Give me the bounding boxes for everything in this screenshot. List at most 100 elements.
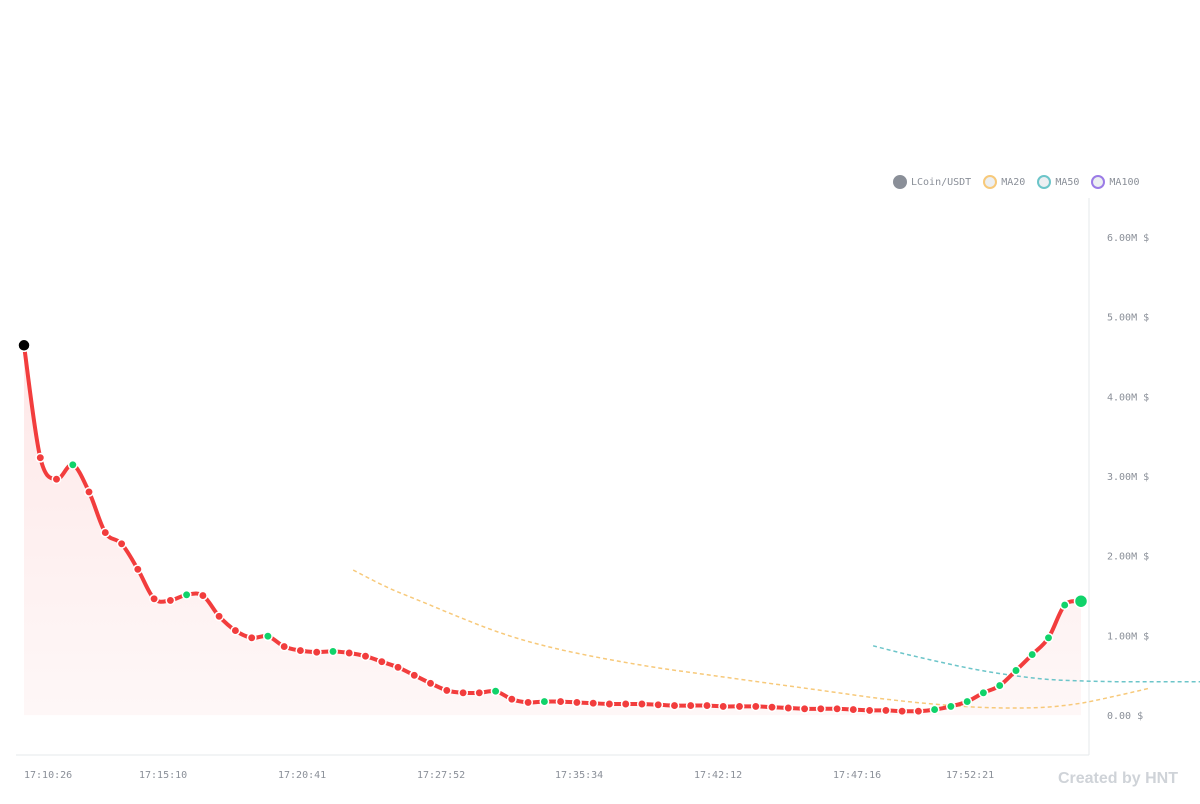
data-point [67,459,78,470]
x-tick-label: 17:42:12 [694,770,742,781]
data-point [767,702,777,713]
data-point [197,590,208,601]
legend-ma50-marker [1037,175,1052,189]
legend-ma100-marker [1091,175,1106,189]
x-tick-label: 17:52:21 [946,770,994,781]
data-point [132,564,143,575]
data-point [149,593,160,604]
x-tick-label: 17:47:16 [833,770,881,781]
data-point [978,687,989,698]
data-point [604,699,615,709]
legend-lcoin-label: LCoin/USDT [911,176,972,188]
chart-legend: LCoin/USDT MA20 MA50 MA100 [893,172,1140,192]
legend-lcoin-marker [893,175,907,189]
x-tick-label: 17:27:52 [417,770,465,781]
data-point [653,699,664,710]
data-point [1043,632,1054,643]
legend-ma20-label: MA20 [1001,176,1026,188]
legend-ma100-label: MA100 [1109,176,1140,188]
data-point [994,680,1005,691]
data-point [685,700,696,711]
price-area [24,345,1081,716]
x-tick-label: 17:35:34 [555,770,603,781]
data-point [848,704,859,715]
y-tick-label: 1.00M $ [1107,631,1149,642]
data-point [718,701,729,712]
data-point [181,589,192,600]
y-tick-label: 2.00M $ [1107,552,1149,563]
data-point [815,703,826,714]
data-point [84,486,94,497]
legend-item-lcoin[interactable]: LCoin/USDT [893,175,971,189]
legend-ma50-label: MA50 [1055,176,1080,188]
data-point [441,685,452,696]
y-tick-label: 3.00M $ [1107,472,1149,483]
data-point [214,611,225,622]
data-point [929,704,940,715]
data-point [962,696,973,707]
data-point [880,705,891,716]
data-point [864,705,875,716]
y-tick-label: 0.00 $ [1107,711,1143,722]
x-tick-label: 17:10:26 [24,770,72,781]
data-point [328,646,338,657]
data-point [620,699,631,709]
series-line-ma20 [352,569,1151,709]
legend-item-ma100[interactable]: MA100 [1091,175,1140,189]
data-point [279,641,290,652]
data-point-last [1073,593,1089,609]
legend-item-ma50[interactable]: MA50 [1037,175,1079,189]
data-point [246,632,257,643]
data-point [734,701,745,712]
data-point [165,595,176,606]
legend-ma20-marker [983,175,998,189]
data-point [539,696,550,707]
data-point [116,538,127,549]
data-point [490,686,501,697]
data-point [799,703,810,714]
data-point [669,700,680,711]
data-point [409,670,420,681]
data-point [1011,665,1021,676]
y-tick-label: 6.00M $ [1107,233,1149,244]
data-point [360,651,371,662]
data-point [702,700,712,711]
data-point [344,648,355,658]
series-line-ma50 [872,645,1200,683]
data-point [1027,649,1038,660]
data-point [230,625,241,636]
data-point [295,645,306,656]
legend-item-ma20[interactable]: MA20 [983,175,1025,189]
data-point [750,701,761,712]
data-point [897,706,908,717]
data-point [262,631,273,642]
data-point [555,696,566,707]
data-point [474,687,485,698]
data-point [945,701,956,712]
data-point [311,647,322,658]
data-point [506,694,517,705]
data-point [913,706,924,717]
data-point [425,678,436,689]
data-point [376,656,387,667]
data-point [51,474,62,485]
data-point-start [17,338,31,353]
data-point [100,527,111,538]
data-point [571,697,582,708]
data-point [832,703,843,714]
x-tick-label: 17:20:41 [278,770,326,781]
data-point [1059,600,1070,611]
data-point [588,698,599,709]
x-tick-label: 17:15:10 [139,770,187,781]
y-tick-label: 4.00M $ [1107,392,1149,403]
data-point [523,697,534,708]
data-point [393,662,403,673]
data-point [458,687,469,698]
data-point [35,452,46,463]
watermark: Created by HNT [1057,770,1178,787]
data-point [783,703,794,713]
data-point [636,699,647,709]
y-tick-label: 5.00M $ [1107,313,1149,324]
